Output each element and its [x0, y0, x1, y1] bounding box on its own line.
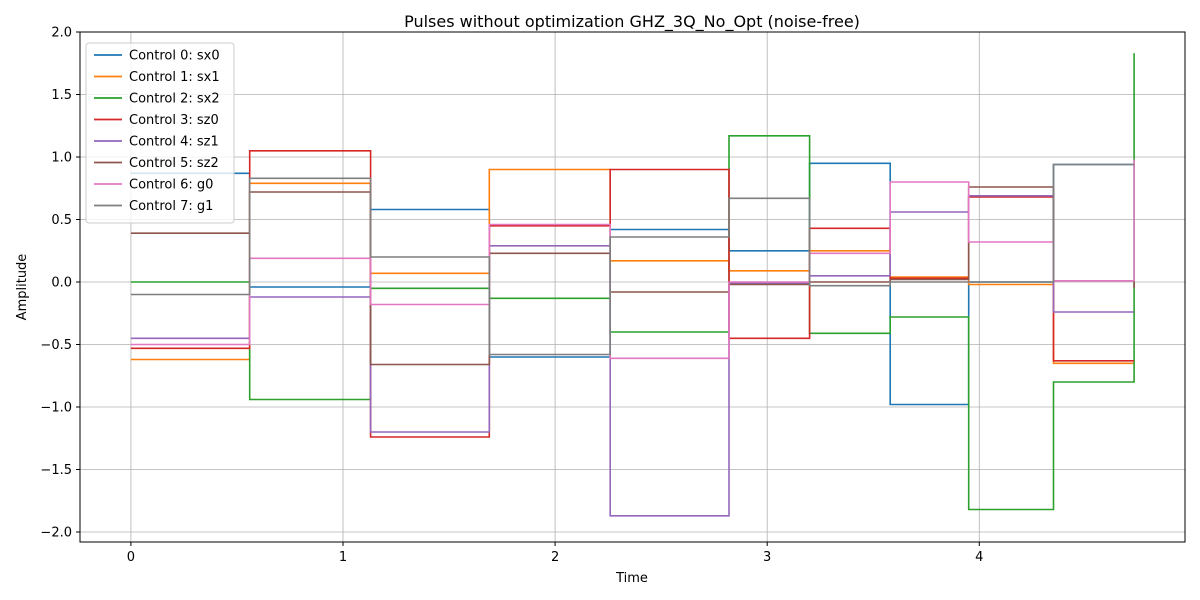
y-tick-label: −0.5	[40, 338, 72, 353]
legend-box	[85, 42, 235, 224]
x-axis-label: Time	[615, 571, 648, 586]
legend-entry-4: Control 4: sz1	[129, 135, 219, 150]
y-tick-label: 0.5	[51, 213, 72, 228]
legend-entry-2: Control 2: sx2	[129, 92, 220, 107]
y-axis-ticks: −2.0 −1.5 −1.0 −0.5 0.0 0.5 1.0 1.5 2.0	[40, 26, 80, 541]
x-axis-ticks: 0 1 2 3 4	[127, 542, 983, 565]
x-tick-label: 2	[551, 550, 559, 565]
y-tick-label: 1.0	[51, 151, 72, 166]
chart-title: Pulses without optimization GHZ_3Q_No_Op…	[404, 12, 860, 32]
y-tick-label: −1.5	[40, 463, 72, 478]
series-line-7	[130, 163, 1135, 356]
legend-entry-0: Control 0: sx0	[129, 49, 220, 64]
y-tick-label: 1.5	[51, 88, 72, 103]
series-lines	[130, 53, 1135, 517]
x-tick-label: 1	[339, 550, 347, 565]
x-tick-label: 3	[763, 550, 771, 565]
y-tick-label: 0.0	[51, 276, 72, 291]
legend-entry-1: Control 1: sx1	[129, 70, 220, 85]
y-tick-label: −1.0	[40, 401, 72, 416]
series-line-6	[130, 159, 1135, 360]
y-tick-label: −2.0	[40, 526, 72, 541]
y-tick-label: 2.0	[51, 26, 72, 41]
legend: Control 0: sx0 Control 1: sx1 Control 2: s…	[85, 42, 235, 224]
x-tick-label: 4	[975, 550, 983, 565]
x-tick-label: 0	[127, 550, 135, 565]
y-axis-label: Amplitude	[15, 254, 30, 321]
plot-frame	[79, 31, 1186, 543]
legend-entry-6: Control 6: g0	[129, 178, 213, 193]
legend-entry-7: Control 7: g1	[129, 199, 213, 214]
legend-entry-5: Control 5: sz2	[129, 156, 219, 171]
legend-entry-3: Control 3: sz0	[129, 113, 219, 128]
